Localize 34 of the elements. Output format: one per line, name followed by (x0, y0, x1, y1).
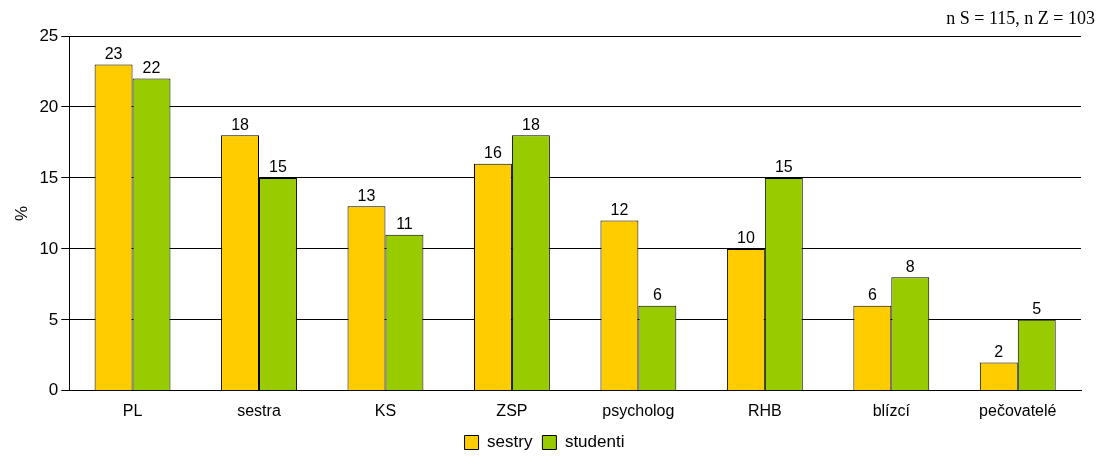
x-tick-label: PL (122, 401, 143, 419)
data-label: 6 (652, 286, 662, 304)
y-tick-label: 15 (39, 167, 59, 187)
y-tick-label: 10 (39, 238, 59, 258)
data-label: 11 (396, 215, 413, 233)
data-label: 8 (905, 257, 915, 275)
data-label: 15 (269, 158, 287, 176)
y-tick-label: 0 (48, 380, 59, 400)
x-tick-label: KS (374, 401, 397, 419)
data-label: 10 (736, 229, 755, 247)
data-label: 13 (357, 186, 376, 204)
x-tick-label: blízcí (872, 401, 911, 419)
data-label: 18 (231, 115, 250, 133)
text: n S = 115, n Z = 103 (946, 7, 1095, 28)
x-tick-label: RHB (747, 401, 782, 419)
data-label: 22 (142, 58, 161, 76)
x-tick-label: sestra (237, 401, 281, 419)
data-label: 6 (867, 286, 877, 304)
x-tick-label: psycholog (602, 401, 675, 419)
y-tick-label: 5 (48, 309, 59, 329)
legend-label: sestry (487, 432, 533, 452)
y-tick-label: 25 (39, 25, 59, 45)
x-tick-label: ZSP (496, 401, 528, 419)
data-label: 15 (774, 158, 793, 176)
legend-label: studenti (564, 432, 625, 452)
data-label: 18 (521, 115, 540, 133)
data-label: 5 (1032, 300, 1042, 318)
data-label: 23 (104, 44, 123, 62)
data-label: 16 (484, 144, 502, 162)
y-axis-title: % (11, 205, 31, 221)
data-label: 2 (994, 342, 1004, 360)
x-tick-label: pečovatelé (979, 401, 1057, 419)
y-tick-label: 20 (39, 96, 59, 116)
data-label: 12 (610, 200, 629, 218)
